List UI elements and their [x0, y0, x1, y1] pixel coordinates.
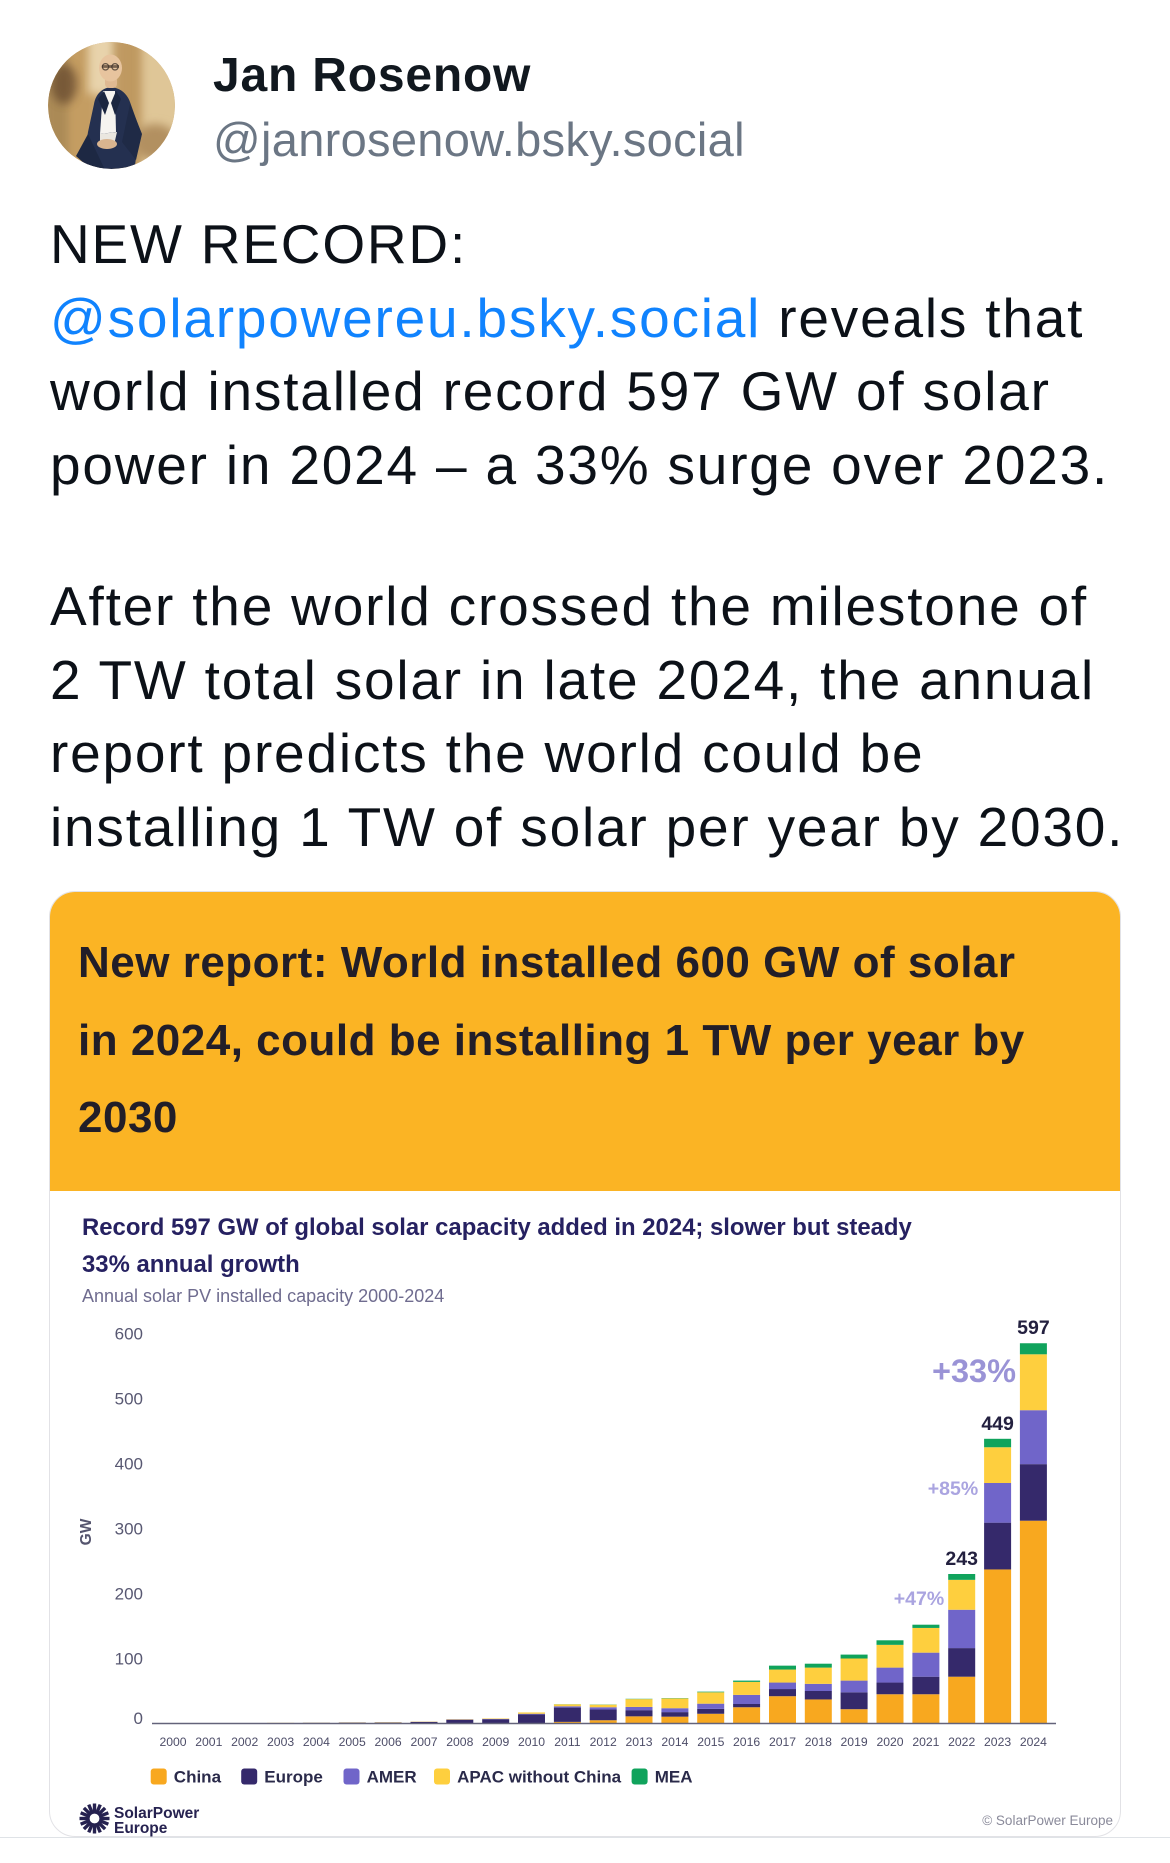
svg-text:2007: 2007 — [410, 1735, 437, 1749]
svg-text:597: 597 — [1017, 1317, 1050, 1339]
svg-text:2006: 2006 — [375, 1735, 402, 1749]
svg-text:2016: 2016 — [733, 1735, 760, 1749]
svg-text:2023: 2023 — [984, 1735, 1011, 1749]
svg-text:+85%: +85% — [928, 1478, 978, 1500]
svg-text:2008: 2008 — [446, 1735, 473, 1749]
svg-text:2022: 2022 — [948, 1735, 975, 1749]
svg-text:APAC without China: APAC without China — [457, 1768, 622, 1787]
svg-text:600: 600 — [115, 1325, 143, 1344]
svg-text:2013: 2013 — [625, 1735, 652, 1749]
svg-text:2019: 2019 — [841, 1735, 868, 1749]
svg-text:Europe: Europe — [114, 1820, 168, 1837]
svg-text:2010: 2010 — [518, 1735, 545, 1749]
svg-text:2004: 2004 — [303, 1735, 330, 1749]
svg-text:Europe: Europe — [264, 1768, 323, 1787]
svg-text:2015: 2015 — [697, 1735, 724, 1749]
svg-text:2001: 2001 — [195, 1735, 222, 1749]
svg-text:2020: 2020 — [876, 1735, 903, 1749]
svg-text:+33%: +33% — [932, 1353, 1016, 1389]
svg-text:2009: 2009 — [482, 1735, 509, 1749]
svg-text:GW: GW — [78, 1518, 95, 1545]
svg-text:2017: 2017 — [769, 1735, 796, 1749]
svg-text:2012: 2012 — [590, 1735, 617, 1749]
svg-text:2002: 2002 — [231, 1735, 258, 1749]
svg-text:100: 100 — [115, 1650, 143, 1669]
svg-text:449: 449 — [981, 1413, 1014, 1435]
svg-text:2014: 2014 — [661, 1735, 688, 1749]
svg-text:AMER: AMER — [367, 1768, 417, 1787]
svg-text:SolarPower: SolarPower — [114, 1805, 199, 1822]
svg-text:2011: 2011 — [554, 1735, 580, 1749]
svg-text:© SolarPower Europe: © SolarPower Europe — [982, 1813, 1113, 1828]
svg-text:MEA: MEA — [655, 1768, 693, 1787]
svg-text:500: 500 — [115, 1390, 143, 1409]
svg-text:243: 243 — [945, 1548, 978, 1570]
svg-text:+47%: +47% — [894, 1588, 944, 1610]
svg-text:0: 0 — [134, 1709, 143, 1728]
svg-text:200: 200 — [115, 1585, 143, 1604]
svg-text:400: 400 — [115, 1455, 143, 1474]
svg-text:2003: 2003 — [267, 1735, 294, 1749]
svg-text:2021: 2021 — [912, 1735, 939, 1749]
svg-text:300: 300 — [115, 1520, 143, 1539]
svg-text:2024: 2024 — [1020, 1735, 1047, 1749]
svg-text:China: China — [174, 1768, 222, 1787]
svg-text:2005: 2005 — [339, 1735, 366, 1749]
svg-text:2018: 2018 — [805, 1735, 832, 1749]
svg-text:2000: 2000 — [159, 1735, 186, 1749]
